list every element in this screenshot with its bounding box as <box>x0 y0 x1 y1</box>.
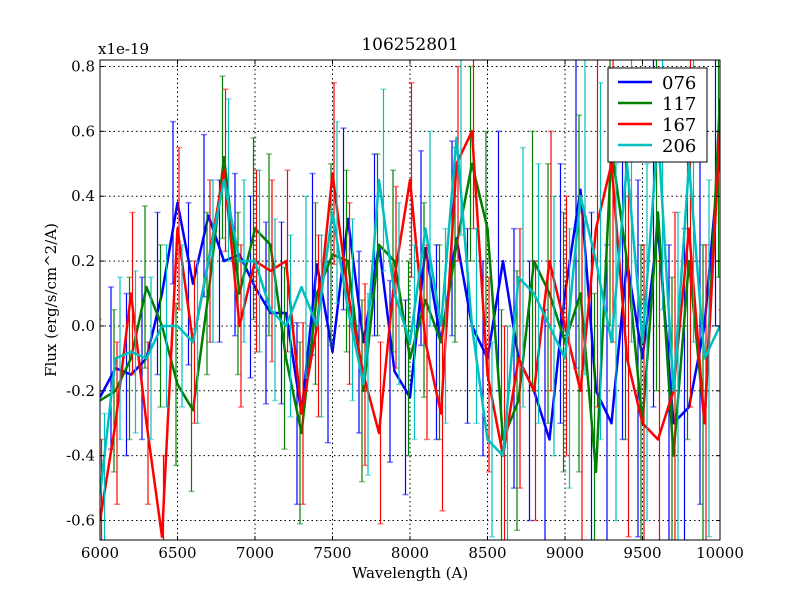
series-line-076 <box>100 147 720 441</box>
offset-label: x1e-19 <box>98 40 149 58</box>
legend-label-117: 117 <box>662 94 696 115</box>
y-tick-label: 0.2 <box>71 252 95 270</box>
x-tick-label: 10000 <box>696 544 744 562</box>
x-tick-label: 9500 <box>623 544 661 562</box>
y-tick-label: 0.0 <box>71 317 95 335</box>
x-tick-label: 7000 <box>236 544 274 562</box>
legend-label-167: 167 <box>662 115 696 136</box>
y-tick-label: -0.4 <box>66 447 95 465</box>
x-tick-label: 9000 <box>546 544 584 562</box>
y-tick-label: 0.8 <box>71 57 95 75</box>
y-tick-label: 0.4 <box>71 187 95 205</box>
legend-box <box>607 67 708 163</box>
x-tick-label: 8500 <box>468 544 506 562</box>
legend-label-206: 206 <box>662 136 696 157</box>
y-axis-label: Flux (erg/s/cm^2/A) <box>42 223 60 377</box>
y-tick-label: -0.6 <box>66 512 95 530</box>
y-tick-label: -0.2 <box>66 382 95 400</box>
chart-title: 106252801 <box>361 35 458 55</box>
x-tick-label: 6500 <box>158 544 196 562</box>
series-206 <box>100 60 720 540</box>
y-tick-label: 0.6 <box>71 122 95 140</box>
legend-label-076: 076 <box>662 73 696 94</box>
series-line-206 <box>100 130 720 495</box>
x-axis-label: Wavelength (A) <box>352 564 468 582</box>
x-tick-label: 8000 <box>391 544 429 562</box>
ticks: 6000 6500 7000 7500 8000 8500 9000 9500 10000 -0.… <box>66 57 744 562</box>
series-line-117 <box>100 98 720 474</box>
x-tick-label: 7500 <box>313 544 351 562</box>
x-tick-label: 6000 <box>81 544 119 562</box>
